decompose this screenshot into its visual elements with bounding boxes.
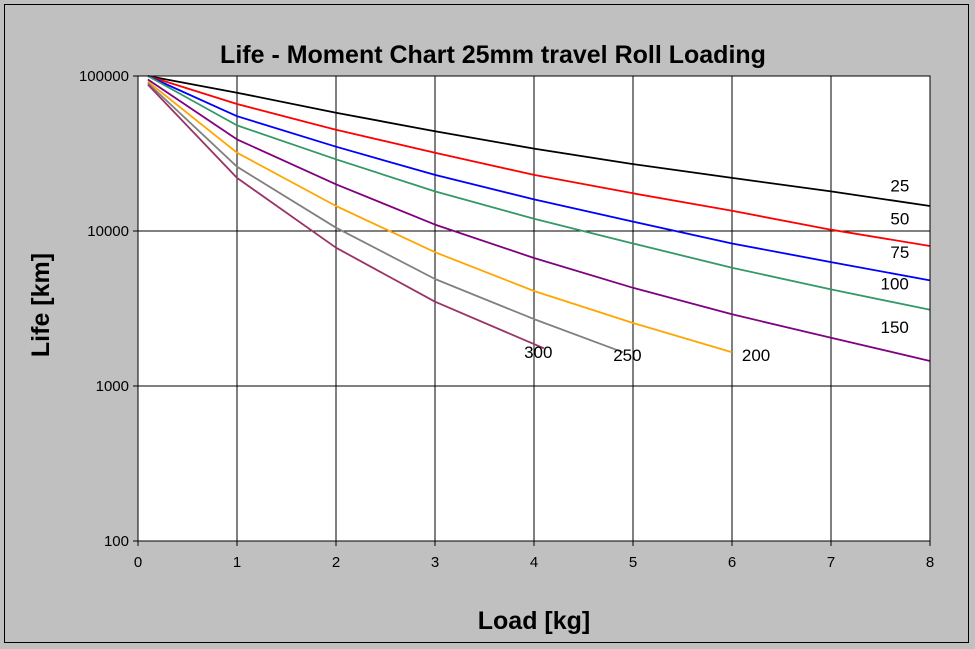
x-tick-label: 3	[431, 554, 439, 571]
chart-area: Life - Moment Chart 25mm travel Roll Loa…	[4, 4, 969, 643]
series-label-75: 75	[890, 243, 909, 262]
plot-border	[137, 75, 931, 542]
series-line-200	[147, 80, 733, 354]
series-label-300: 300	[524, 343, 552, 362]
series-line-300	[147, 83, 545, 350]
x-tick-label: 6	[728, 554, 736, 571]
series-label-50: 50	[890, 210, 909, 229]
series-label-100: 100	[881, 274, 909, 293]
x-tick-label: 5	[629, 554, 637, 571]
y-tick-label: 100000	[79, 68, 129, 85]
y-tick-label: 100	[104, 533, 129, 550]
series-label-200: 200	[742, 346, 770, 365]
chart-title: Life - Moment Chart 25mm travel Roll Loa…	[220, 41, 766, 69]
y-tick-label: 1000	[96, 378, 129, 395]
y-axis-label: Life [km]	[27, 253, 55, 357]
series-label-250: 250	[613, 346, 641, 365]
x-tick-label: 8	[926, 554, 934, 571]
x-tick-label: 0	[134, 554, 142, 571]
series-line-50	[147, 75, 931, 247]
series-line-100	[147, 75, 931, 311]
series-lines	[147, 75, 931, 362]
life-moment-chart: Life - Moment Chart 25mm travel Roll Loa…	[27, 41, 934, 635]
x-tick-label: 1	[233, 554, 241, 571]
series-label-150: 150	[881, 318, 909, 337]
tick-labels: 0 1 2 3 4 5 6 7 8 100 1000 10000 100000	[79, 68, 934, 571]
series-label-25: 25	[890, 176, 909, 195]
series-labels: 25 50 75 100 150 200 250 300	[524, 176, 909, 365]
x-axis-label: Load [kg]	[478, 607, 591, 635]
series-line-250	[147, 82, 624, 354]
x-tick-label: 4	[530, 554, 538, 571]
x-tick-label: 7	[827, 554, 835, 571]
y-tick-label: 10000	[87, 223, 129, 240]
series-line-25	[147, 75, 931, 207]
series-line-75	[147, 75, 931, 282]
x-tick-label: 2	[332, 554, 340, 571]
series-line-150	[147, 78, 931, 362]
